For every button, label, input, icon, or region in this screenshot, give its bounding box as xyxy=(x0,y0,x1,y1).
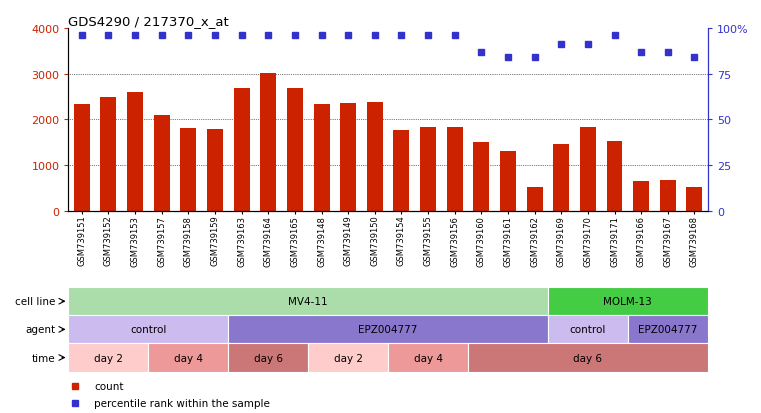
Bar xyxy=(393,131,409,211)
Text: percentile rank within the sample: percentile rank within the sample xyxy=(94,398,270,408)
Bar xyxy=(228,316,548,344)
Bar xyxy=(527,188,543,211)
Text: count: count xyxy=(94,381,123,391)
Text: day 2: day 2 xyxy=(94,353,123,363)
Bar xyxy=(548,287,708,316)
Bar xyxy=(580,128,596,211)
Text: day 6: day 6 xyxy=(253,353,283,363)
Text: MV4-11: MV4-11 xyxy=(288,297,328,306)
Text: day 4: day 4 xyxy=(174,353,203,363)
Bar xyxy=(68,316,228,344)
Bar xyxy=(68,344,148,372)
Bar xyxy=(314,104,330,211)
Bar xyxy=(553,145,569,211)
Text: control: control xyxy=(130,325,167,335)
Bar xyxy=(548,316,628,344)
Text: agent: agent xyxy=(25,325,55,335)
Bar xyxy=(308,344,388,372)
Bar xyxy=(100,97,116,211)
Text: day 4: day 4 xyxy=(413,353,443,363)
Bar xyxy=(234,89,250,211)
Bar xyxy=(68,287,548,316)
Bar xyxy=(148,344,228,372)
Text: time: time xyxy=(31,353,55,363)
Bar xyxy=(207,130,223,211)
Bar xyxy=(686,188,702,211)
Text: EPZ004777: EPZ004777 xyxy=(358,325,418,335)
Bar xyxy=(628,316,708,344)
Bar xyxy=(180,129,196,211)
Text: day 2: day 2 xyxy=(333,353,363,363)
Bar xyxy=(500,152,516,211)
Bar xyxy=(420,128,436,211)
Bar xyxy=(260,74,276,211)
Bar xyxy=(468,344,708,372)
Text: control: control xyxy=(570,325,606,335)
Text: GDS4290 / 217370_x_at: GDS4290 / 217370_x_at xyxy=(68,15,229,28)
Bar xyxy=(228,344,308,372)
Bar xyxy=(340,104,356,211)
Bar xyxy=(607,141,622,211)
Bar xyxy=(287,89,303,211)
Bar xyxy=(74,105,90,211)
Bar xyxy=(127,93,143,211)
Bar xyxy=(660,181,676,211)
Bar xyxy=(367,103,383,211)
Text: MOLM-13: MOLM-13 xyxy=(603,297,652,306)
Bar xyxy=(633,182,649,211)
Bar xyxy=(154,115,170,211)
Bar xyxy=(388,344,468,372)
Text: cell line: cell line xyxy=(14,297,55,306)
Text: day 6: day 6 xyxy=(573,353,603,363)
Bar xyxy=(473,142,489,211)
Bar xyxy=(447,128,463,211)
Text: EPZ004777: EPZ004777 xyxy=(638,325,698,335)
